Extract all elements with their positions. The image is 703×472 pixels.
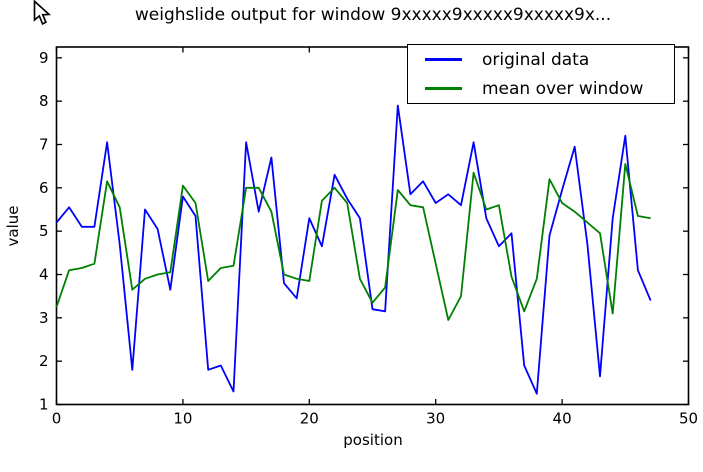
- y-axis-label: value: [4, 205, 22, 247]
- mouse-cursor-icon: [33, 0, 52, 26]
- legend-line-sample-original-data: [425, 58, 462, 61]
- x-tick-label: 10: [173, 410, 192, 428]
- series-line-original-data: [55, 104, 652, 395]
- y-tick-label: 6: [39, 179, 49, 197]
- legend-item: original data: [408, 45, 674, 74]
- y-tick-label: 2: [39, 352, 49, 370]
- legend-label: original data: [482, 49, 590, 70]
- y-tick-label: 4: [39, 266, 49, 284]
- x-tick-label: 0: [52, 410, 62, 428]
- legend-item: mean over window: [408, 74, 674, 103]
- legend-line-sample-mean-over-window: [425, 87, 462, 90]
- y-tick-label: 9: [39, 49, 49, 67]
- y-tick-label: 8: [39, 92, 49, 110]
- x-tick-label: 20: [300, 410, 319, 428]
- axes-frame: [55, 46, 690, 406]
- x-tick-label: 30: [426, 410, 445, 428]
- legend-label: mean over window: [482, 78, 644, 99]
- x-tick-label: 50: [679, 410, 698, 428]
- legend: original data mean over window: [407, 44, 675, 104]
- series-line-mean-over-window: [55, 163, 651, 321]
- y-tick-label: 7: [39, 136, 49, 154]
- y-tick-label: 1: [39, 396, 49, 414]
- y-tick-label: 5: [39, 222, 49, 240]
- x-axis-label: position: [343, 431, 403, 449]
- y-tick-label: 3: [39, 309, 49, 327]
- x-tick-label: 40: [553, 410, 572, 428]
- chart-title: weighslide output for window 9xxxxx9xxxx…: [134, 5, 612, 25]
